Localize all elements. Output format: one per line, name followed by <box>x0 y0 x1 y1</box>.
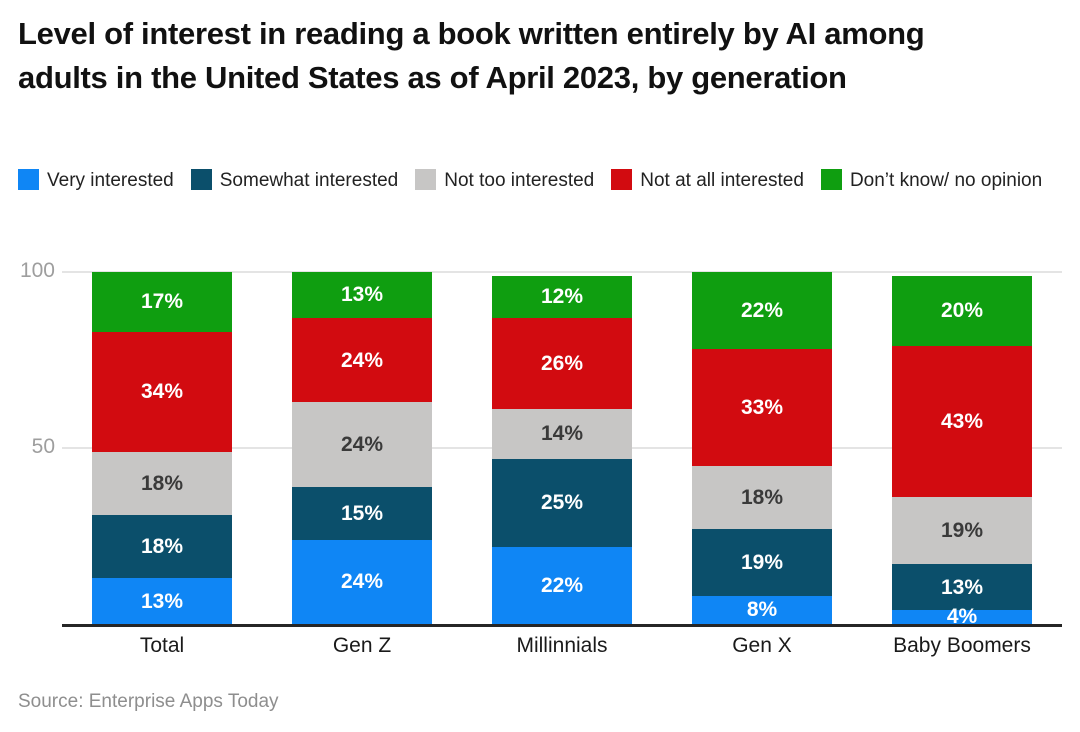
segment-don-t-know-no-opinion: 22% <box>692 272 832 350</box>
segment-value-label: 18% <box>140 535 184 559</box>
segment-value-label: 13% <box>340 283 384 307</box>
x-axis-label-millinnials: Millinnials <box>516 634 608 657</box>
segment-value-label: 18% <box>140 471 184 495</box>
legend-swatch-icon <box>18 169 39 190</box>
segment-value-label: 25% <box>540 491 584 515</box>
segment-value-label: 13% <box>940 575 984 599</box>
segment-very-interested: 24% <box>292 539 432 624</box>
chart-title: Level of interest in reading a book writ… <box>18 16 925 95</box>
legend-item-not-too-interested: Not too interested <box>415 169 595 191</box>
y-axis-tick-50: 50 <box>31 435 55 458</box>
segment-value-label: 15% <box>340 501 384 525</box>
x-axis-line <box>62 624 1062 627</box>
segment-value-label: 14% <box>540 422 584 446</box>
segment-value-label: 33% <box>740 396 784 420</box>
bar-total: 13% 18% 18% 34% 17% <box>92 272 232 624</box>
legend-item-very-interested: Very interested <box>18 169 174 191</box>
segment-don-t-know-no-opinion: 13% <box>292 272 432 318</box>
x-axis-label-gen-z: Gen Z <box>332 634 392 657</box>
segment-don-t-know-no-opinion: 17% <box>92 272 232 332</box>
segment-not-too-interested: 14% <box>492 409 632 459</box>
legend-swatch-icon <box>415 169 437 190</box>
segment-somewhat-interested: 15% <box>292 486 432 540</box>
segment-value-label: 34% <box>140 380 184 404</box>
segment-value-label: 22% <box>740 299 784 323</box>
legend-label: Not too interested <box>444 170 595 191</box>
bar-baby-boomers: 4% 13% 19% 43% 20% <box>892 275 1032 627</box>
legend-label: Very interested <box>47 170 174 191</box>
x-axis-label-baby-boomers: Baby Boomers <box>893 634 1031 657</box>
source-note: Source: Enterprise Apps Today <box>18 691 279 712</box>
segment-not-at-all-interested: 24% <box>292 317 432 403</box>
bar-gen-z: 24% 15% 24% 24% 13% <box>292 272 432 624</box>
segment-very-interested: 13% <box>92 578 232 624</box>
segment-value-label: 26% <box>540 352 584 376</box>
segment-somewhat-interested: 18% <box>92 514 232 579</box>
segment-very-interested: 8% <box>692 595 832 624</box>
segment-value-label: 24% <box>340 570 384 594</box>
segment-somewhat-interested: 13% <box>892 564 1032 610</box>
segment-not-too-interested: 19% <box>892 497 1032 565</box>
segment-very-interested: 22% <box>492 546 632 624</box>
segment-value-label: 17% <box>140 290 184 314</box>
segment-don-t-know-no-opinion: 12% <box>492 275 632 318</box>
segment-value-label: 19% <box>740 550 784 574</box>
gridline-100 <box>62 271 1062 273</box>
segment-value-label: 24% <box>340 348 384 372</box>
y-axis-tick-100: 100 <box>19 259 55 282</box>
segment-not-at-all-interested: 26% <box>492 317 632 410</box>
segment-value-label: 22% <box>540 573 584 597</box>
segment-not-too-interested: 18% <box>92 451 232 515</box>
segment-value-label: 4% <box>946 605 978 629</box>
bar-millinnials: 22% 25% 14% 26% 12% <box>492 275 632 624</box>
x-axis-label-gen-x: Gen X <box>732 634 792 657</box>
segment-not-at-all-interested: 34% <box>92 331 232 452</box>
segment-don-t-know-no-opinion: 20% <box>892 275 1032 346</box>
legend-label: Don’t know/ no opinion <box>849 170 1043 191</box>
segment-value-label: 13% <box>140 589 184 613</box>
legend-item-not-at-all-interested: Not at all interested <box>611 169 804 191</box>
segment-not-at-all-interested: 43% <box>892 345 1032 498</box>
segment-value-label: 19% <box>940 519 984 543</box>
segment-somewhat-interested: 25% <box>492 458 632 547</box>
x-axis-label-total: Total <box>139 634 185 657</box>
legend-item-somewhat-interested: Somewhat interested <box>190 169 399 191</box>
segment-value-label: 43% <box>940 410 984 434</box>
legend-item-don-t-know-no-opinion: Don’t know/ no opinion <box>820 169 1043 191</box>
segment-not-too-interested: 18% <box>692 465 832 529</box>
segment-value-label: 12% <box>540 285 584 309</box>
segment-value-label: 24% <box>340 433 384 456</box>
legend-swatch-icon <box>190 169 212 190</box>
segment-not-too-interested: 24% <box>292 402 432 487</box>
legend-swatch-icon <box>820 169 842 190</box>
bar-gen-x: 8% 19% 18% 33% 22% <box>692 272 832 624</box>
segment-value-label: 8% <box>746 598 778 622</box>
legend-label: Not at all interested <box>640 170 804 191</box>
segment-value-label: 20% <box>940 299 984 323</box>
legend: Very interested Somewhat interested Not to… <box>18 164 1068 197</box>
legend-label: Somewhat interested <box>219 170 399 191</box>
segment-not-at-all-interested: 33% <box>692 349 832 466</box>
legend-swatch-icon <box>611 169 633 190</box>
segment-somewhat-interested: 19% <box>692 528 832 596</box>
segment-value-label: 18% <box>740 485 784 509</box>
segment-very-interested: 4% <box>892 606 1032 627</box>
